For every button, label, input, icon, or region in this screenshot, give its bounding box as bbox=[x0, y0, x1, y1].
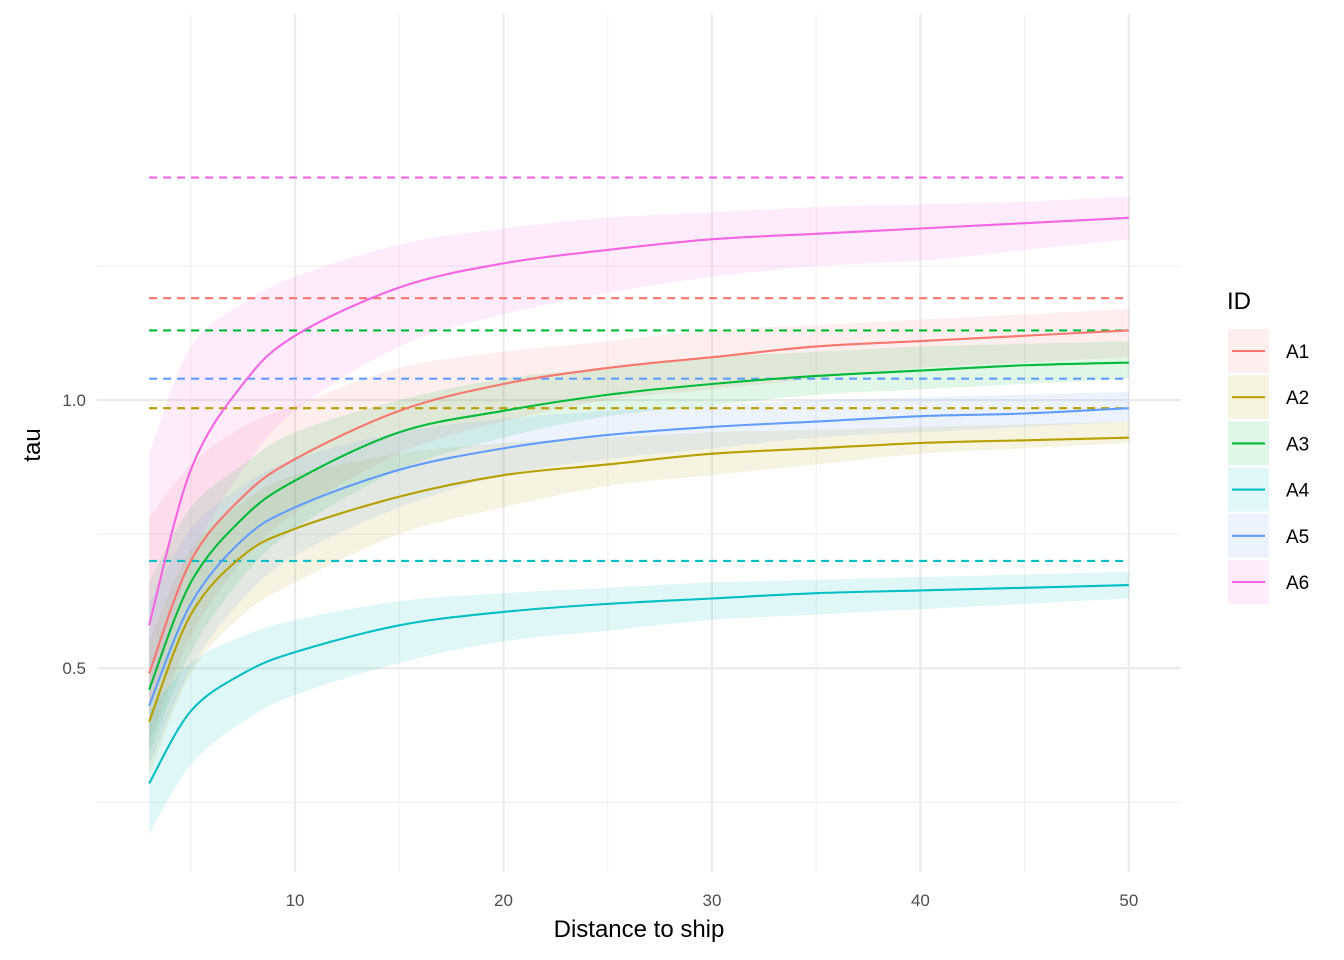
reference-lines bbox=[149, 176, 1129, 563]
band-a4 bbox=[149, 571, 1129, 835]
legend: ID A1 A2 A3 A4 A5 A6 bbox=[1227, 288, 1310, 604]
y-tick-label: 1.0 bbox=[62, 391, 86, 410]
y-tick-labels: 0.5 1.0 bbox=[62, 391, 86, 678]
x-axis-title: Distance to ship bbox=[554, 916, 725, 943]
line-a3 bbox=[148, 361, 1129, 691]
line-a6 bbox=[148, 216, 1129, 626]
legend-label-a6: A6 bbox=[1286, 573, 1309, 594]
confidence-bands bbox=[149, 196, 1129, 835]
band-a2 bbox=[149, 421, 1129, 776]
line-a1 bbox=[148, 329, 1129, 674]
x-tick-label: 50 bbox=[1119, 891, 1138, 910]
series-lines bbox=[148, 216, 1129, 785]
legend-label-a2: A2 bbox=[1286, 388, 1309, 409]
minor-gridlines bbox=[97, 14, 1181, 872]
y-tick-label: 0.5 bbox=[62, 659, 86, 678]
legend-label-a1: A1 bbox=[1286, 342, 1309, 363]
x-tick-label: 10 bbox=[286, 891, 305, 910]
band-a1 bbox=[149, 308, 1129, 744]
x-tick-labels: 10 20 30 40 50 bbox=[286, 891, 1139, 910]
major-gridlines bbox=[97, 14, 1181, 872]
line-a2 bbox=[148, 436, 1129, 723]
band-a5 bbox=[149, 392, 1129, 765]
band-a3 bbox=[149, 341, 1129, 755]
y-axis-title: tau bbox=[19, 428, 46, 461]
legend-label-a4: A4 bbox=[1286, 481, 1310, 502]
line-a5 bbox=[148, 407, 1129, 707]
x-tick-label: 40 bbox=[911, 891, 930, 910]
x-tick-label: 20 bbox=[494, 891, 513, 910]
band-a6 bbox=[149, 196, 1129, 712]
legend-label-a5: A5 bbox=[1286, 527, 1309, 548]
legend-label-a3: A3 bbox=[1286, 434, 1309, 455]
x-tick-label: 30 bbox=[703, 891, 722, 910]
line-a4 bbox=[148, 584, 1129, 785]
legend-title: ID bbox=[1227, 288, 1251, 315]
